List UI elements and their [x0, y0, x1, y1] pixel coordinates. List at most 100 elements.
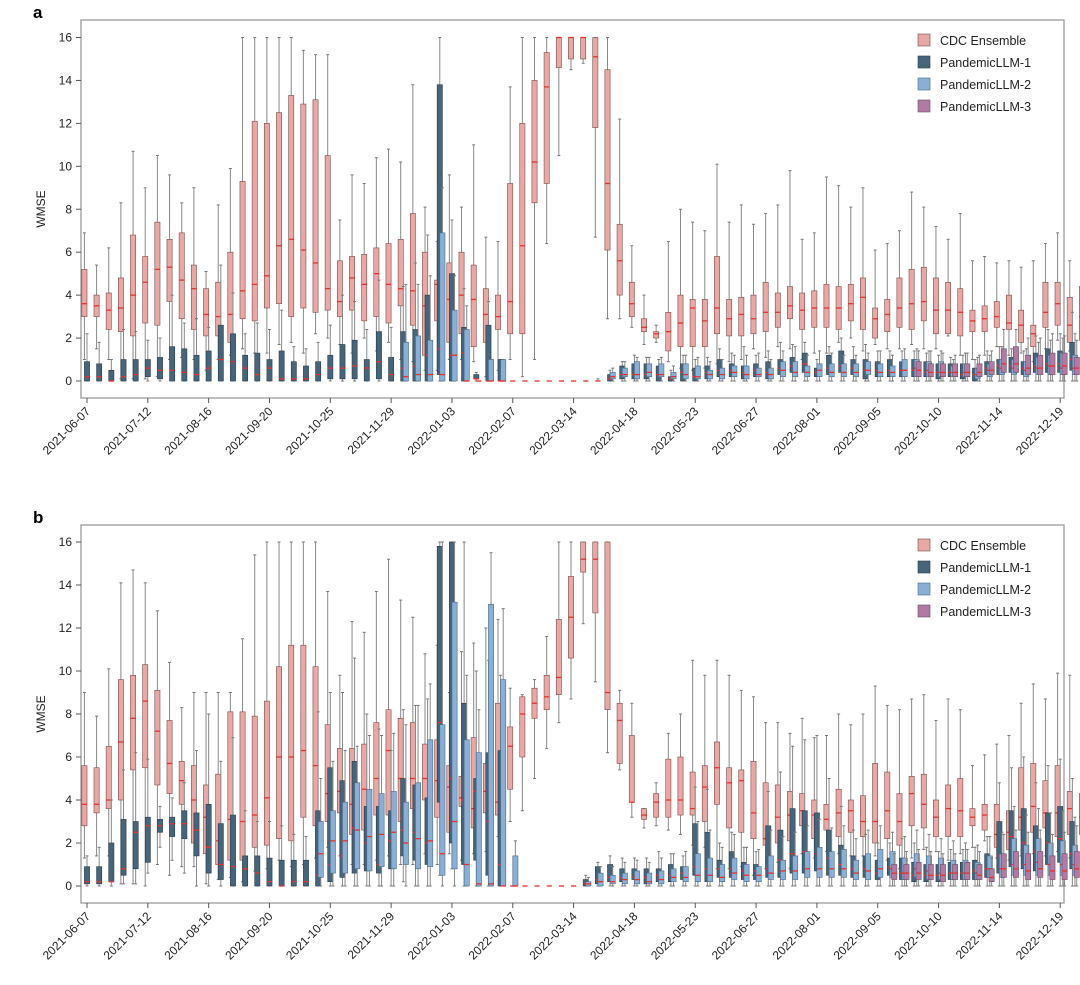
box [945, 281, 952, 335]
box [217, 823, 224, 880]
box [767, 855, 774, 880]
box [694, 365, 701, 380]
box-plot [597, 866, 604, 887]
x-tick-label: 2022-11-14 [953, 404, 1006, 457]
box-plot [239, 37, 246, 350]
box-plot [853, 354, 859, 382]
box-plot [719, 846, 726, 887]
box-plot [920, 694, 927, 850]
box-plot [915, 350, 922, 382]
x-tick-label: 2022-02-07 [466, 909, 520, 963]
box-plot [616, 689, 623, 771]
legend-label: PandemicLLM-1 [940, 561, 1031, 575]
box [568, 37, 574, 60]
box [402, 342, 409, 382]
box [132, 821, 139, 870]
box [792, 855, 799, 880]
box [1061, 853, 1068, 880]
box-plot [144, 758, 151, 874]
box [877, 363, 884, 378]
box-plot [743, 354, 750, 382]
box [96, 363, 103, 382]
box-plot [342, 750, 348, 887]
box [190, 264, 197, 330]
box [366, 788, 373, 872]
box-plot [451, 275, 458, 382]
box [621, 367, 628, 378]
box [519, 123, 526, 335]
box-plot [105, 668, 112, 857]
box [646, 872, 653, 885]
box [1073, 851, 1080, 878]
box [531, 80, 538, 204]
box [828, 363, 835, 378]
box [738, 296, 745, 337]
box [351, 339, 358, 380]
series-pandemicllm-3 [891, 825, 1080, 887]
x-tick-label: 2022-03-14 [526, 909, 580, 963]
box-plot [592, 541, 599, 683]
series-pandemicllm-1 [84, 37, 1076, 382]
box-plot [976, 851, 983, 887]
box [397, 239, 404, 307]
box [1073, 357, 1080, 375]
box-plot [823, 176, 830, 354]
box [901, 359, 908, 378]
box [915, 862, 922, 880]
box-plot [714, 163, 720, 365]
box-plot [891, 853, 898, 887]
box [251, 715, 258, 848]
box-plot [439, 541, 446, 887]
x-tick-label: 2021-08-16 [161, 909, 215, 963]
box-plot [682, 354, 689, 382]
y-tick-label: 10 [59, 664, 73, 678]
x-tick-label: 2022-12-19 [1013, 909, 1067, 963]
box-plot [402, 724, 409, 887]
box-plot [1018, 266, 1025, 354]
box-plot [507, 687, 514, 822]
box-plot [339, 294, 346, 382]
box [701, 299, 708, 347]
box-plot [731, 354, 738, 382]
box [373, 247, 380, 317]
legend-swatch [917, 55, 931, 69]
box [780, 361, 786, 378]
box-plot [641, 294, 647, 346]
box-plot [169, 797, 176, 861]
box [230, 814, 236, 887]
box-plot [317, 778, 324, 887]
box-plot [646, 861, 653, 887]
box-plot [628, 702, 635, 818]
x-tick-label: 2022-02-07 [466, 404, 520, 458]
box [940, 864, 946, 883]
box [592, 37, 599, 128]
box-plot [704, 788, 711, 887]
box [239, 711, 246, 861]
box-plot [940, 853, 946, 887]
box-plot [351, 301, 358, 382]
box-plot [555, 541, 562, 724]
box [193, 812, 200, 857]
box [860, 277, 866, 330]
x-tick-label: 2022-04-18 [587, 909, 641, 963]
box-plot [670, 365, 677, 382]
box-plot [1037, 829, 1044, 887]
y-tick-label: 16 [59, 31, 73, 45]
legend: CDC Ensemble PandemicLLM-1 PandemicLLM-2 Pa… [917, 33, 1031, 114]
box-plot [853, 838, 859, 887]
box [342, 801, 348, 874]
box [166, 239, 173, 302]
y-axis-title: WMSE [34, 190, 48, 227]
box [239, 181, 246, 320]
box [181, 348, 188, 382]
box-plot [889, 354, 896, 382]
box [604, 541, 611, 710]
box [278, 859, 285, 887]
box-plot [804, 825, 811, 887]
box [628, 735, 635, 803]
box [108, 369, 115, 382]
box [329, 810, 336, 874]
box-plot [205, 713, 212, 887]
box-plot [463, 674, 470, 887]
box-plot [475, 709, 482, 887]
